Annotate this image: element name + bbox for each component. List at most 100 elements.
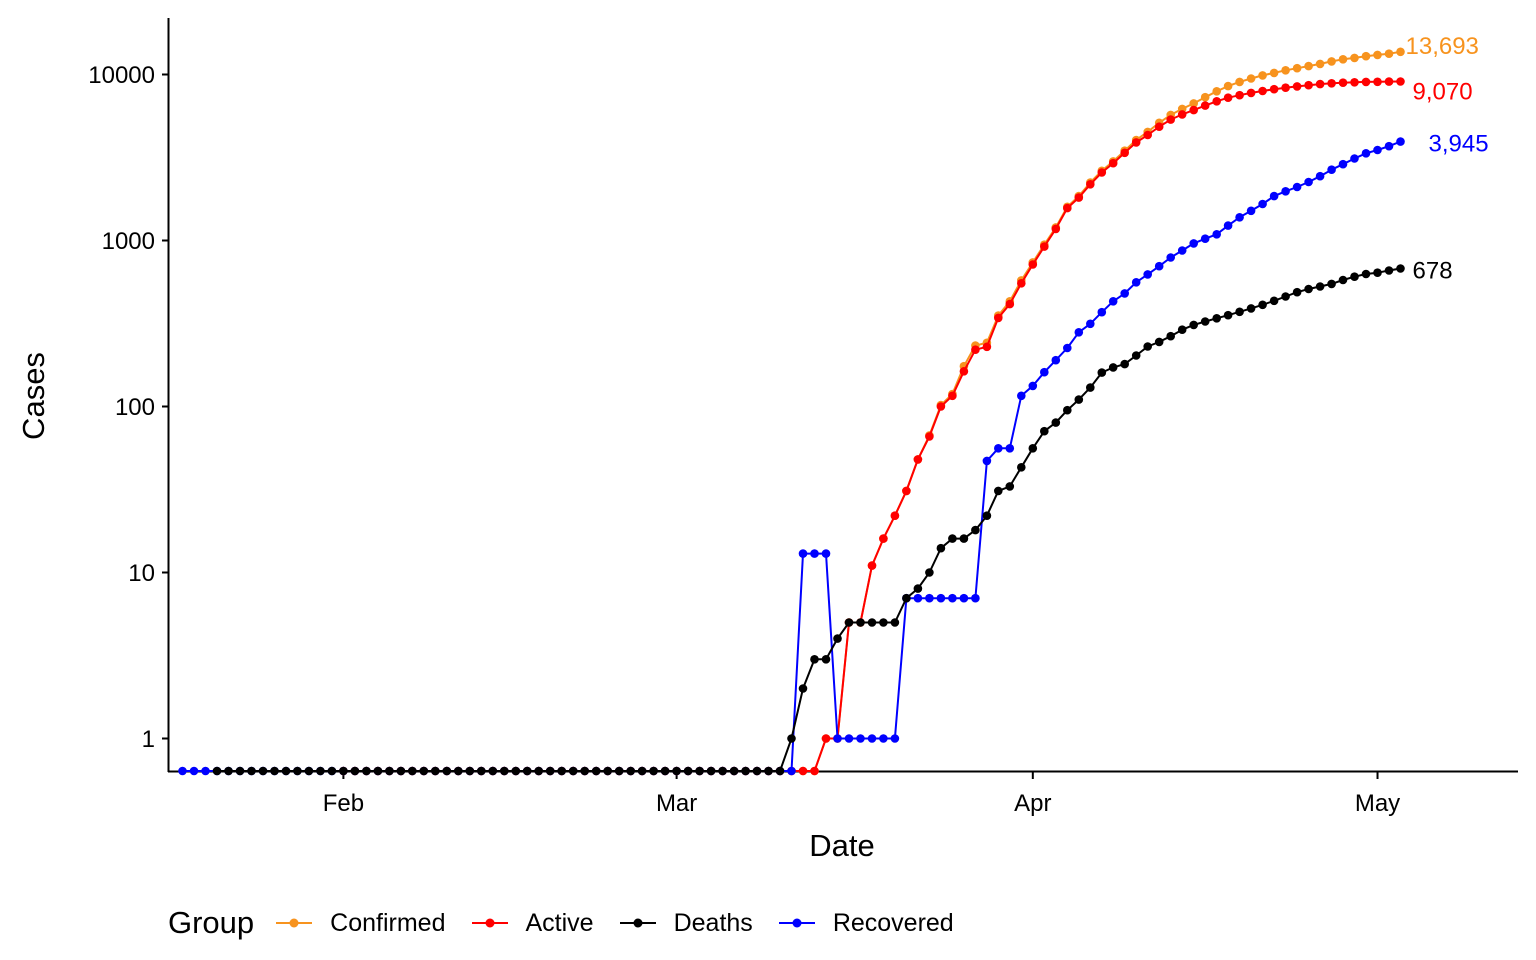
series-confirmed bbox=[339, 47, 1405, 776]
data-point-deaths bbox=[235, 766, 245, 776]
data-point-recovered bbox=[1361, 149, 1371, 158]
data-point-deaths bbox=[1246, 304, 1256, 313]
data-point-deaths bbox=[327, 766, 337, 776]
data-point-deaths bbox=[1338, 275, 1348, 285]
data-point-active bbox=[890, 511, 900, 520]
data-point-active bbox=[1074, 193, 1084, 202]
data-point-deaths bbox=[1200, 317, 1210, 326]
data-point-active bbox=[1223, 93, 1233, 102]
data-point-deaths bbox=[465, 766, 475, 776]
data-point-deaths bbox=[534, 766, 543, 776]
data-point-recovered bbox=[982, 456, 992, 466]
data-point-deaths bbox=[856, 618, 865, 627]
data-point-active bbox=[1200, 101, 1210, 110]
data-point-recovered bbox=[1350, 154, 1359, 163]
data-point-deaths bbox=[706, 766, 716, 776]
data-point-deaths bbox=[1028, 444, 1038, 453]
data-point-confirmed bbox=[1246, 74, 1256, 83]
data-point-active bbox=[902, 486, 911, 496]
data-point-confirmed bbox=[1384, 49, 1394, 58]
data-point-active bbox=[867, 561, 877, 570]
data-point-deaths bbox=[1154, 337, 1164, 347]
data-point-recovered bbox=[1269, 191, 1279, 201]
data-point-deaths bbox=[948, 534, 957, 543]
data-point-deaths bbox=[442, 766, 452, 776]
data-point-deaths bbox=[1063, 405, 1072, 415]
data-point-recovered bbox=[1108, 297, 1118, 306]
data-point-confirmed bbox=[1281, 66, 1290, 75]
data-point-confirmed bbox=[1189, 99, 1198, 108]
data-point-deaths bbox=[672, 766, 681, 776]
data-point-deaths bbox=[844, 618, 854, 627]
data-point-confirmed bbox=[1269, 68, 1279, 78]
data-point-active bbox=[1350, 78, 1359, 87]
series-active bbox=[339, 77, 1405, 776]
legend-title: Group bbox=[168, 905, 255, 940]
data-point-recovered bbox=[1223, 221, 1233, 230]
data-point-recovered bbox=[821, 549, 831, 558]
data-point-deaths bbox=[1281, 292, 1290, 301]
x-axis-title: Date bbox=[809, 828, 874, 863]
data-point-recovered bbox=[1063, 343, 1072, 353]
data-point-deaths bbox=[1361, 269, 1371, 279]
data-point-deaths bbox=[1086, 383, 1095, 392]
data-point-recovered bbox=[867, 734, 877, 743]
data-point-deaths bbox=[212, 766, 222, 776]
data-point-deaths bbox=[477, 766, 486, 776]
legend-item-deaths: Deaths bbox=[619, 908, 753, 938]
end-labels: 13,693 9,070 3,945 678 bbox=[1406, 33, 1489, 285]
data-point-deaths bbox=[545, 766, 555, 776]
data-point-deaths bbox=[775, 766, 785, 776]
data-point-active bbox=[948, 391, 957, 401]
series-deaths bbox=[212, 264, 1405, 776]
end-label-active: 9,070 bbox=[1413, 79, 1473, 106]
data-point-deaths bbox=[373, 766, 383, 776]
data-point-recovered bbox=[798, 549, 808, 558]
data-point-deaths bbox=[1177, 325, 1187, 335]
x-tick-label: Feb bbox=[323, 790, 364, 817]
data-point-active bbox=[1143, 130, 1152, 140]
data-point-active bbox=[994, 313, 1003, 323]
data-point-recovered bbox=[879, 734, 888, 743]
data-point-confirmed bbox=[1315, 59, 1325, 69]
data-point-deaths bbox=[1040, 426, 1049, 436]
data-point-deaths bbox=[1304, 284, 1313, 294]
data-point-confirmed bbox=[1350, 53, 1359, 63]
data-point-deaths bbox=[614, 766, 624, 776]
data-point-deaths bbox=[1074, 395, 1084, 404]
data-point-deaths bbox=[316, 766, 325, 776]
x-tick-label: Apr bbox=[1014, 790, 1051, 817]
data-point-recovered bbox=[1304, 177, 1313, 187]
data-point-deaths bbox=[281, 766, 291, 776]
data-point-recovered bbox=[1097, 307, 1107, 317]
data-point-deaths bbox=[258, 766, 268, 776]
legend-item-active: Active bbox=[471, 909, 594, 938]
data-point-active bbox=[1304, 80, 1313, 90]
data-point-deaths bbox=[1384, 266, 1394, 275]
legend-key-confirmed bbox=[276, 918, 313, 928]
data-point-active bbox=[925, 432, 934, 441]
data-point-deaths bbox=[270, 766, 279, 776]
data-point-deaths bbox=[362, 766, 371, 776]
data-point-active bbox=[1281, 83, 1290, 92]
data-point-deaths bbox=[396, 766, 406, 776]
data-point-confirmed bbox=[1223, 81, 1233, 91]
data-point-recovered bbox=[1051, 355, 1061, 365]
data-point-recovered bbox=[178, 766, 187, 776]
end-label-recovered: 3,945 bbox=[1429, 131, 1489, 158]
data-point-deaths bbox=[798, 684, 808, 693]
data-point-recovered bbox=[1189, 239, 1198, 248]
x-ticks: Feb Mar Apr May bbox=[323, 772, 1400, 817]
data-point-deaths bbox=[649, 766, 658, 776]
legend-item-recovered: Recovered bbox=[778, 909, 954, 938]
legend-key-active bbox=[471, 918, 508, 928]
data-point-active bbox=[1120, 148, 1129, 158]
data-point-recovered bbox=[1338, 159, 1348, 169]
data-point-deaths bbox=[1120, 359, 1129, 369]
data-point-recovered bbox=[844, 734, 854, 743]
legend-label-deaths: Deaths bbox=[673, 908, 753, 937]
data-point-active bbox=[913, 455, 923, 464]
data-point-deaths bbox=[1269, 296, 1279, 306]
data-point-recovered bbox=[1086, 319, 1095, 329]
